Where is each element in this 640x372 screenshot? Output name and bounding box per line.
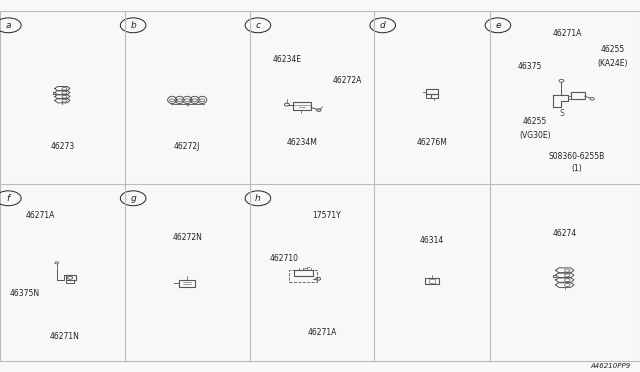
Bar bbox=[65, 275, 76, 280]
Text: c: c bbox=[255, 21, 260, 30]
Text: f: f bbox=[7, 194, 10, 203]
Text: 46274: 46274 bbox=[553, 229, 577, 238]
Bar bbox=[571, 92, 585, 99]
Bar bbox=[289, 270, 317, 282]
Text: 46272J: 46272J bbox=[174, 142, 200, 151]
Text: 462710: 462710 bbox=[270, 254, 299, 263]
Text: 46273: 46273 bbox=[51, 142, 74, 151]
Text: (1): (1) bbox=[572, 164, 582, 173]
Text: 46272N: 46272N bbox=[172, 232, 202, 242]
Text: b: b bbox=[131, 21, 136, 30]
Text: 46375: 46375 bbox=[518, 62, 542, 71]
Bar bbox=[294, 270, 314, 276]
Text: a: a bbox=[6, 21, 11, 30]
Text: g: g bbox=[131, 194, 136, 203]
Bar bbox=[429, 279, 435, 283]
Bar bbox=[179, 279, 195, 287]
Text: 46276M: 46276M bbox=[417, 138, 447, 147]
Text: S08360-6255B: S08360-6255B bbox=[548, 152, 605, 161]
Text: 46271A: 46271A bbox=[553, 29, 582, 38]
Text: (KA24E): (KA24E) bbox=[598, 58, 628, 68]
Text: 46234M: 46234M bbox=[287, 138, 317, 147]
Text: 46271A: 46271A bbox=[307, 328, 337, 337]
Text: S: S bbox=[560, 109, 564, 118]
Text: 46314: 46314 bbox=[420, 236, 444, 245]
Bar bbox=[293, 102, 311, 110]
Text: 46255: 46255 bbox=[523, 118, 547, 126]
Text: 46272A: 46272A bbox=[332, 76, 362, 85]
Text: e: e bbox=[495, 21, 500, 30]
Text: 46375N: 46375N bbox=[10, 289, 40, 298]
Bar bbox=[425, 278, 439, 284]
Text: h: h bbox=[255, 194, 260, 203]
Bar bbox=[67, 280, 74, 283]
Text: 46255: 46255 bbox=[601, 45, 625, 54]
Text: d: d bbox=[380, 21, 385, 30]
Text: (VG30E): (VG30E) bbox=[519, 131, 550, 140]
Text: 46234E: 46234E bbox=[273, 55, 301, 64]
Text: 17571Y: 17571Y bbox=[312, 211, 341, 221]
Text: A46210PP9: A46210PP9 bbox=[590, 363, 630, 369]
Bar bbox=[426, 89, 438, 94]
Text: 46271N: 46271N bbox=[50, 331, 80, 341]
Bar bbox=[431, 94, 438, 98]
Text: 46271A: 46271A bbox=[25, 211, 54, 221]
